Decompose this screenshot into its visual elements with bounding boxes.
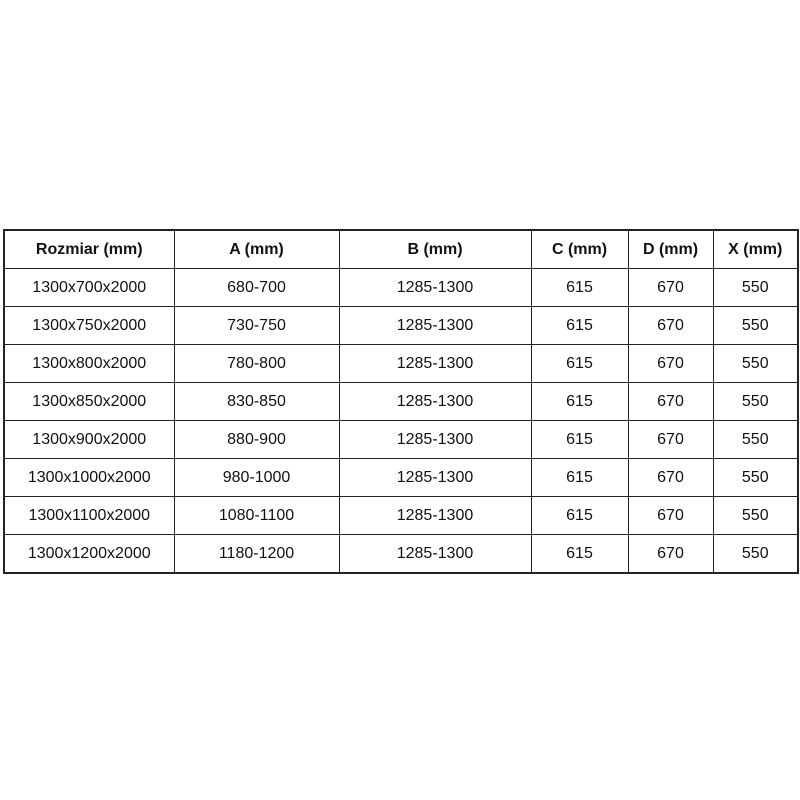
table-cell: 1285-1300 bbox=[338, 268, 532, 307]
table-cell: 1285-1300 bbox=[338, 496, 532, 535]
table-cell: 550 bbox=[712, 268, 799, 307]
table-cell: 1285-1300 bbox=[338, 534, 532, 574]
table-cell: 680-700 bbox=[173, 268, 340, 307]
table-cell: 1285-1300 bbox=[338, 306, 532, 345]
table-cell: 550 bbox=[712, 496, 799, 535]
dimensions-table: Rozmiar (mm) A (mm) B (mm) C (mm) D (mm) X (m… bbox=[3, 229, 799, 574]
table-cell: 880-900 bbox=[173, 420, 340, 459]
column-header: X (mm) bbox=[712, 229, 799, 269]
table-cell: 550 bbox=[712, 306, 799, 345]
table-cell: 1285-1300 bbox=[338, 344, 532, 383]
table-row: 1300x850x2000 830-850 1285-1300 615 670 550 bbox=[3, 382, 799, 421]
column-header: B (mm) bbox=[338, 229, 532, 269]
column-header: Rozmiar (mm) bbox=[3, 229, 175, 269]
table-cell: 670 bbox=[627, 420, 714, 459]
table-cell: 980-1000 bbox=[173, 458, 340, 497]
table-cell: 1180-1200 bbox=[173, 534, 340, 574]
table-cell: 1300x1200x2000 bbox=[3, 534, 175, 574]
table-cell: 670 bbox=[627, 534, 714, 574]
table-cell: 615 bbox=[530, 420, 629, 459]
table-cell: 615 bbox=[530, 344, 629, 383]
table-cell: 1080-1100 bbox=[173, 496, 340, 535]
table-cell: 1285-1300 bbox=[338, 458, 532, 497]
table-row: 1300x750x2000 730-750 1285-1300 615 670 550 bbox=[3, 306, 799, 345]
table-cell: 780-800 bbox=[173, 344, 340, 383]
table-cell: 615 bbox=[530, 496, 629, 535]
table-cell: 550 bbox=[712, 458, 799, 497]
table-row: 1300x900x2000 880-900 1285-1300 615 670 550 bbox=[3, 420, 799, 459]
table-cell: 1300x850x2000 bbox=[3, 382, 175, 421]
table-cell: 1300x800x2000 bbox=[3, 344, 175, 383]
table-cell: 550 bbox=[712, 344, 799, 383]
table-cell: 1300x900x2000 bbox=[3, 420, 175, 459]
table-cell: 670 bbox=[627, 382, 714, 421]
table-row: 1300x700x2000 680-700 1285-1300 615 670 550 bbox=[3, 268, 799, 307]
table-cell: 670 bbox=[627, 496, 714, 535]
table-cell: 670 bbox=[627, 268, 714, 307]
table-cell: 670 bbox=[627, 306, 714, 345]
table-cell: 1300x750x2000 bbox=[3, 306, 175, 345]
table-cell: 670 bbox=[627, 458, 714, 497]
table-cell: 615 bbox=[530, 268, 629, 307]
table-cell: 1285-1300 bbox=[338, 420, 532, 459]
table-row: 1300x1100x2000 1080-1100 1285-1300 615 670 55… bbox=[3, 496, 799, 535]
table-row: 1300x800x2000 780-800 1285-1300 615 670 550 bbox=[3, 344, 799, 383]
table-cell: 550 bbox=[712, 534, 799, 574]
table-cell: 830-850 bbox=[173, 382, 340, 421]
table-cell: 550 bbox=[712, 420, 799, 459]
column-header: D (mm) bbox=[627, 229, 714, 269]
table-row: 1300x1000x2000 980-1000 1285-1300 615 670 550 bbox=[3, 458, 799, 497]
column-header: C (mm) bbox=[530, 229, 629, 269]
table-cell: 615 bbox=[530, 534, 629, 574]
table-cell: 730-750 bbox=[173, 306, 340, 345]
table-cell: 1300x1100x2000 bbox=[3, 496, 175, 535]
table-cell: 615 bbox=[530, 306, 629, 345]
table-row: 1300x1200x2000 1180-1200 1285-1300 615 670 55… bbox=[3, 534, 799, 574]
table-cell: 1300x700x2000 bbox=[3, 268, 175, 307]
table-cell: 615 bbox=[530, 382, 629, 421]
table-header-row: Rozmiar (mm) A (mm) B (mm) C (mm) D (mm) X (m… bbox=[3, 229, 799, 269]
column-header: A (mm) bbox=[173, 229, 340, 269]
table-cell: 670 bbox=[627, 344, 714, 383]
table-cell: 1285-1300 bbox=[338, 382, 532, 421]
table-cell: 1300x1000x2000 bbox=[3, 458, 175, 497]
table-cell: 550 bbox=[712, 382, 799, 421]
table-cell: 615 bbox=[530, 458, 629, 497]
